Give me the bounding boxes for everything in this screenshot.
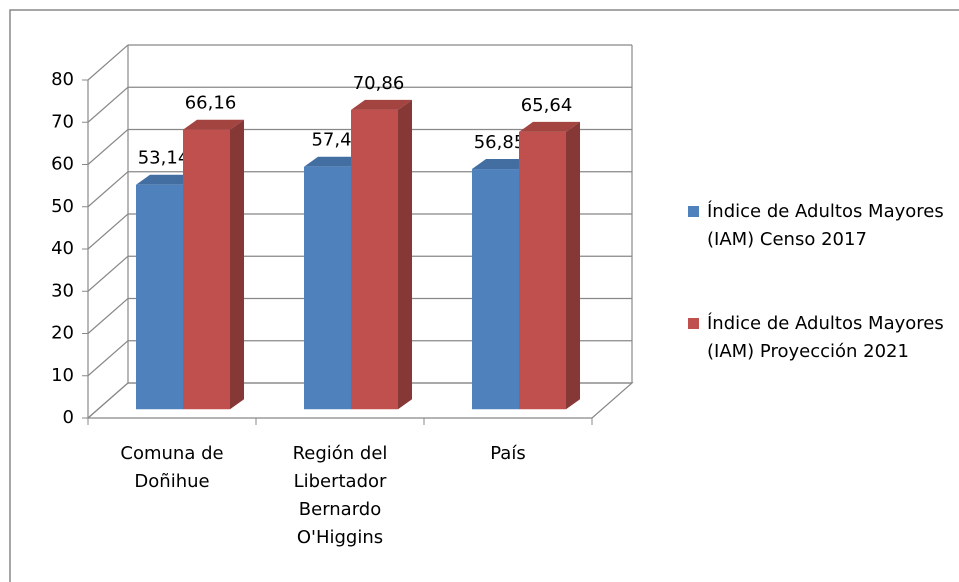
bar-top	[519, 121, 580, 132]
y-tick-label: 30	[51, 280, 74, 301]
bar	[183, 129, 230, 410]
data-label: 57,4	[311, 130, 351, 151]
bar-side	[230, 119, 244, 410]
data-label: 56,85	[474, 132, 526, 153]
y-tick-label: 60	[51, 154, 74, 175]
y-tick-label: 40	[51, 238, 74, 259]
legend-swatch	[688, 206, 699, 217]
y-tick-label: 70	[51, 111, 74, 132]
side-grid-line	[87, 213, 129, 250]
legend-label: Índice de Adultos Mayores (IAM) Proyecci…	[707, 313, 944, 362]
y-tick-label: 20	[51, 323, 74, 344]
side-grid-line	[87, 340, 129, 377]
bar-top	[304, 156, 365, 167]
y-tick-label: 50	[51, 196, 74, 217]
data-label: 66,16	[185, 93, 237, 114]
data-label: 53,14	[138, 148, 190, 169]
bar	[136, 184, 183, 410]
side-grid-line	[87, 298, 129, 334]
bar	[472, 169, 519, 410]
side-grid-line	[87, 255, 129, 292]
bar-top	[136, 174, 197, 185]
x-tick-label: Región del Libertador Bernardo O'Higgins	[292, 443, 388, 548]
y-tick-label: 10	[51, 365, 74, 386]
side-grid-line	[87, 44, 129, 81]
legend-swatch	[688, 318, 699, 329]
y-tick-label: 80	[51, 69, 74, 90]
bar-side	[566, 121, 580, 410]
data-label: 65,64	[521, 95, 573, 116]
data-label: 70,86	[353, 73, 405, 94]
side-grid-line	[87, 86, 129, 123]
side-grid-line	[87, 129, 129, 165]
bar-side	[398, 99, 412, 410]
bar-top	[472, 159, 533, 170]
bar	[351, 109, 398, 410]
bar	[519, 131, 566, 410]
legend-label: Índice de Adultos Mayores (IAM) Censo 20…	[707, 201, 944, 250]
bar-top	[183, 119, 244, 130]
x-tick-label: Comuna de Doñihue	[120, 443, 224, 492]
chart-border	[9, 9, 959, 582]
y-tick-label: 0	[63, 407, 74, 428]
bar-top	[351, 99, 412, 110]
side-grid-line	[87, 171, 129, 208]
bar	[304, 166, 351, 410]
x-tick-label: País	[490, 443, 526, 464]
